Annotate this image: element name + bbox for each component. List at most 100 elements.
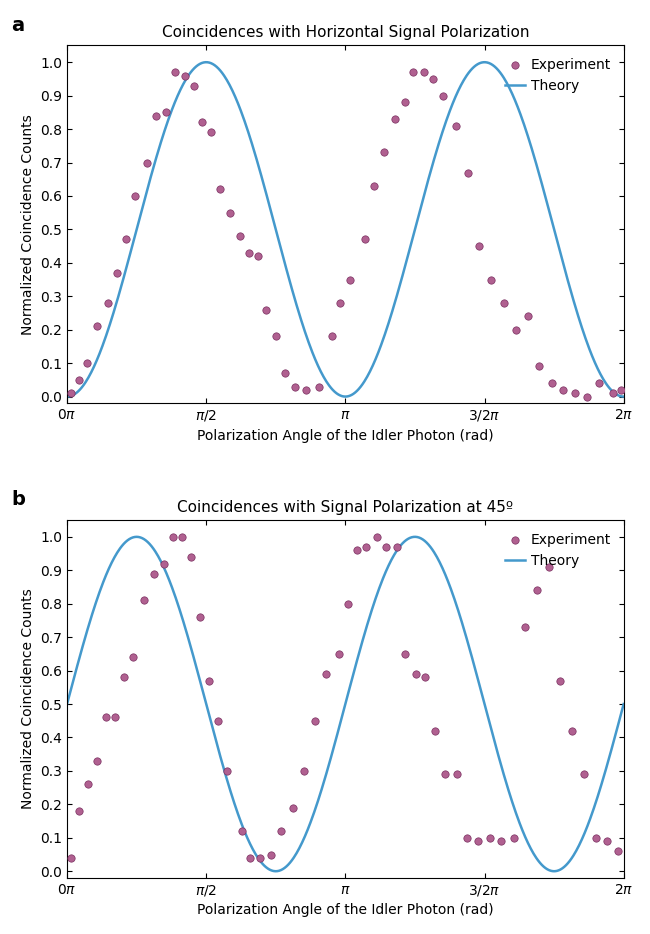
Point [203,673,214,688]
Point [205,125,216,140]
Point [110,710,120,725]
Point [361,540,372,555]
Legend: Experiment, Theory: Experiment, Theory [499,527,617,573]
Point [452,767,462,782]
Point [508,830,519,845]
Point [139,593,150,608]
Point [215,182,226,197]
Point [511,322,521,337]
Point [73,373,84,388]
Point [92,318,102,333]
Point [130,189,140,204]
Point [408,64,419,79]
Point [343,596,353,611]
Point [186,549,196,564]
Point [83,777,94,792]
Point [359,232,370,247]
Point [389,111,400,126]
Point [177,530,187,545]
Point [118,670,129,685]
Point [261,303,272,318]
Point [463,165,474,180]
Point [142,155,152,170]
Point [213,714,223,729]
Point [298,763,309,778]
Point [531,583,541,598]
Point [520,619,530,634]
Point [161,105,172,120]
Point [450,119,461,134]
Point [289,379,300,394]
Point [381,540,391,555]
Point [603,834,613,849]
Point [591,830,601,845]
Point [473,834,484,849]
Point [399,95,410,110]
Point [462,830,473,845]
Point [288,800,298,815]
Point [244,246,254,261]
Point [92,754,102,769]
Point [120,232,131,247]
Point [613,843,623,858]
Point [437,88,448,103]
Legend: Experiment, Theory: Experiment, Theory [499,52,617,98]
Point [544,559,554,574]
Point [499,295,509,310]
Point [222,763,233,778]
Point [534,359,545,374]
Point [74,803,85,818]
Point [558,382,568,397]
Point [276,824,287,839]
Point [335,295,345,310]
Point [179,68,190,83]
Point [616,382,626,397]
Point [496,834,506,849]
Point [320,667,331,682]
Point [440,767,450,782]
Point [486,272,497,287]
Point [237,824,247,839]
Point [334,646,345,661]
X-axis label: Polarization Angle of the Idler Photon (rad): Polarization Angle of the Idler Photon (… [197,429,493,443]
Point [310,714,320,729]
Title: Coincidences with Signal Polarization at 45º: Coincidences with Signal Polarization at… [177,500,514,515]
Point [245,850,255,865]
Point [352,543,362,558]
Point [280,366,290,381]
Point [344,272,355,287]
Point [128,650,138,665]
Point [266,847,276,862]
Point [235,229,245,244]
Point [523,309,533,324]
Point [252,248,263,263]
Point [168,530,179,545]
Point [101,710,111,725]
Point [150,108,161,123]
Point [428,71,438,86]
Title: Coincidences with Horizontal Signal Polarization: Coincidences with Horizontal Signal Pola… [162,25,529,40]
Point [195,610,205,625]
Point [196,115,207,130]
Point [111,265,122,280]
Point [400,646,411,661]
Point [188,78,199,93]
X-axis label: Polarization Angle of the Idler Photon (rad): Polarization Angle of the Idler Photon (… [197,903,493,917]
Point [379,145,389,160]
Point [484,830,495,845]
Point [474,239,484,254]
Point [313,379,324,394]
Point [419,64,429,79]
Point [569,386,580,401]
Y-axis label: Normalized Coincidence Counts: Normalized Coincidence Counts [21,588,34,810]
Point [420,670,430,685]
Point [567,723,577,738]
Point [225,205,235,220]
Point [327,329,337,344]
Text: b: b [12,490,25,509]
Point [608,386,618,401]
Point [430,723,440,738]
Point [66,850,77,865]
Point [372,530,382,545]
Point [81,356,92,371]
